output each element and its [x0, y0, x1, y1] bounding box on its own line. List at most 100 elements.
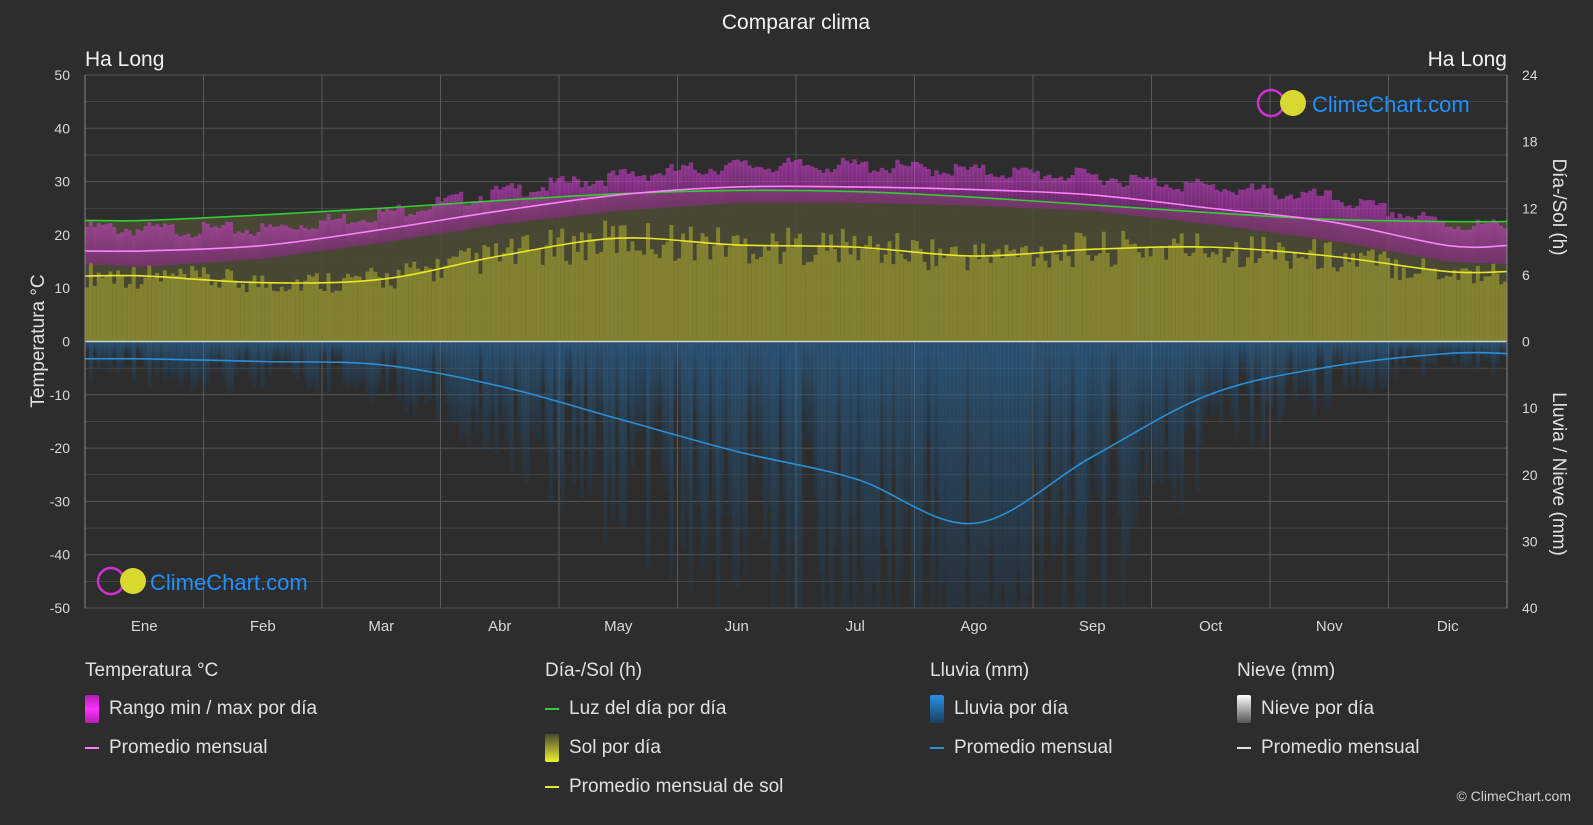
- temp-range-bar: [1132, 175, 1138, 216]
- rain-bar: [1179, 341, 1185, 515]
- sun-bar: [373, 271, 378, 342]
- temp-range-bar: [848, 163, 853, 203]
- rain-bar: [903, 341, 908, 529]
- sun-bar: [599, 251, 604, 342]
- rain-bar: [1370, 341, 1375, 394]
- temp-range-bar: [564, 182, 569, 217]
- temp-range-bar: [517, 184, 522, 223]
- temp-range-bar: [568, 182, 573, 217]
- temp-range-bar: [981, 164, 986, 207]
- sun-bar: [240, 283, 246, 342]
- sun-bar: [1358, 252, 1364, 342]
- temp-range-bar: [1055, 178, 1060, 210]
- temp-range-bar: [431, 204, 437, 235]
- sun-bar: [1390, 278, 1395, 342]
- sun-bar: [1132, 243, 1138, 342]
- temp-range-bar: [860, 162, 865, 204]
- temp-range-bar: [1016, 169, 1021, 208]
- temp-range-bar: [1425, 215, 1430, 258]
- sun-bar: [1105, 252, 1111, 342]
- sun-bar: [225, 268, 230, 342]
- temp-range-bar: [88, 219, 94, 265]
- temp-range-bar: [1374, 205, 1379, 249]
- sun-bar: [85, 287, 90, 342]
- sun-bar: [1460, 268, 1465, 342]
- rain-bar: [1312, 341, 1317, 420]
- temp-range-bar: [275, 226, 281, 257]
- sun-bar: [1370, 249, 1375, 342]
- daylight-bar: [291, 213, 296, 342]
- rain-bar: [1316, 341, 1321, 365]
- daylight-bar: [330, 210, 335, 342]
- sun-bar: [1277, 242, 1282, 342]
- temp-range-bar: [684, 165, 690, 207]
- sun-bar: [1483, 276, 1488, 342]
- temp-range-bar: [879, 167, 885, 204]
- sun-bar: [108, 271, 113, 342]
- rain-bar: [583, 341, 588, 393]
- rain-bar: [1035, 341, 1040, 543]
- temp-range-bar: [494, 185, 499, 225]
- sun-bar: [1109, 266, 1114, 342]
- rain-bar: [256, 341, 261, 367]
- sun-bar: [739, 244, 744, 342]
- rain-bar: [1343, 341, 1348, 390]
- sun-bar: [1058, 260, 1064, 342]
- rain-bar: [1242, 341, 1247, 372]
- temp-range-bar: [462, 205, 468, 230]
- rain-bar: [1023, 341, 1029, 608]
- temp-range-bar: [961, 166, 966, 206]
- sun-bar: [182, 273, 187, 342]
- rain-bar: [564, 341, 569, 395]
- sun-bar: [642, 254, 647, 342]
- rain-bar: [747, 341, 752, 415]
- temp-range-bar: [844, 160, 849, 203]
- legend-item: Promedio mensual: [1237, 737, 1419, 759]
- temp-range-bar: [1448, 226, 1453, 262]
- daylight-bar: [248, 215, 253, 342]
- sun-bar: [1238, 267, 1243, 342]
- daylight-bar: [123, 220, 129, 342]
- rain-bar: [307, 341, 312, 391]
- rain-bar: [1401, 341, 1407, 369]
- rain-bar: [1207, 341, 1212, 402]
- rain-bar: [696, 341, 701, 506]
- sun-bar: [451, 256, 456, 342]
- rain-bar: [739, 341, 744, 532]
- rain-bar: [673, 341, 678, 401]
- rain-bar: [1140, 341, 1146, 444]
- rain-bar: [494, 341, 499, 455]
- temp-range-bar: [1078, 168, 1083, 211]
- temp-range-bar: [1456, 226, 1461, 263]
- sun-bar: [486, 247, 491, 342]
- rain-bar: [1327, 341, 1333, 408]
- sun-bar: [112, 283, 117, 342]
- temp-range-bar: [166, 225, 172, 266]
- temp-range-bar: [1082, 169, 1087, 211]
- sun-bar: [264, 287, 269, 342]
- rain-bar: [1039, 341, 1044, 608]
- rain-bar: [544, 341, 550, 452]
- temp-range-bar: [365, 222, 370, 245]
- sun-bar: [560, 228, 565, 342]
- rain-bar: [825, 341, 830, 532]
- temp-range-bar: [1417, 215, 1422, 257]
- temp-range-bar: [104, 224, 109, 266]
- rain-bar: [1191, 341, 1196, 428]
- temp-range-bar: [692, 169, 698, 206]
- sun-bar: [1121, 230, 1126, 342]
- temp-range-bar: [318, 220, 324, 252]
- sun-bar: [922, 262, 927, 342]
- temp-range-bar: [782, 162, 787, 203]
- rain-bar: [743, 341, 748, 575]
- sun-bar: [1440, 278, 1446, 342]
- sun-bar: [1261, 236, 1266, 342]
- sun-bar: [272, 290, 277, 342]
- temp-range-bar: [369, 222, 374, 245]
- rain-bar: [318, 341, 324, 363]
- temp-range-bar: [829, 172, 834, 203]
- rain-bar: [209, 341, 214, 365]
- sun-bar: [1168, 245, 1173, 342]
- daylight-bar: [353, 209, 359, 342]
- rain-bar: [727, 341, 733, 514]
